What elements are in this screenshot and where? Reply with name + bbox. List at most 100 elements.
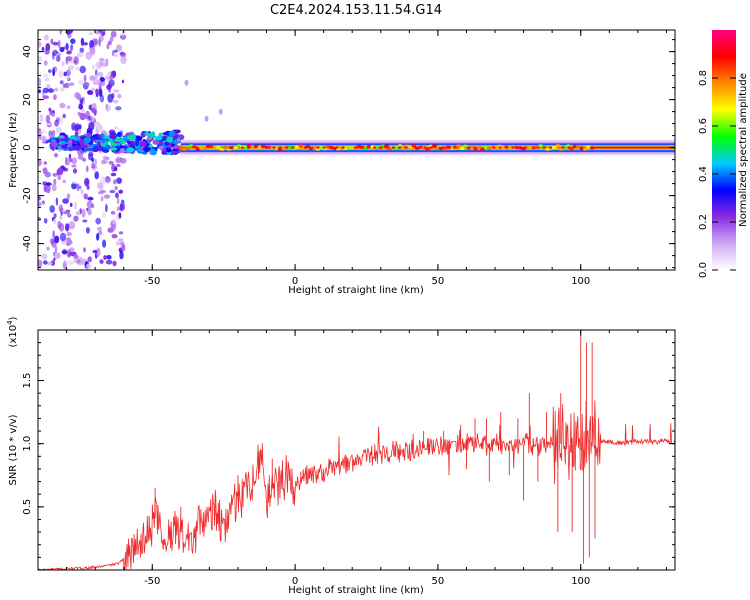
noise-blob [98,34,104,42]
carrier-blob [106,135,110,140]
carrier-blob [480,147,485,151]
carrier-blob [486,146,492,150]
noise-blob [67,213,72,218]
noise-blob [114,53,118,58]
noise-blob [105,104,111,112]
noise-blob [69,202,73,207]
noise-blob [59,215,63,220]
noise-blob [91,87,96,92]
spectrogram-x-axis-label: Height of straight line (km) [288,285,424,296]
noise-blob [61,250,68,254]
carrier-blob [425,147,430,151]
noise-blob [96,247,101,257]
carrier-blob [452,145,458,149]
carrier-blob [298,144,304,148]
noise-blob [79,65,86,74]
carrier-blob [456,144,461,148]
noise-blob [50,238,55,245]
noise-blob [78,103,81,110]
noise-blob [53,87,59,92]
x-tick-label: 50 [432,576,445,587]
noise-blob [50,38,54,45]
noise-blob [41,135,48,143]
x-tick-label: 100 [571,576,590,587]
noise-blob [115,106,122,111]
noise-blob [82,42,89,46]
noise-blob [69,158,73,163]
noise-blob [111,223,117,231]
carrier-blob [459,146,465,151]
carrier-peak [473,146,477,149]
noise-blob [86,165,89,172]
noise-blob [66,239,73,245]
noise-blob [100,196,104,202]
noise-blob [38,201,42,207]
carrier-peak [247,146,251,149]
noise-blob [95,69,98,77]
carrier-blob [243,146,249,150]
carrier-blob [202,146,208,150]
noise-blob [85,227,90,234]
noise-blob [53,257,56,261]
noise-blob [74,201,77,210]
carrier-blob [346,145,352,150]
carrier-blob [552,145,557,150]
carrier-blob [105,144,111,150]
noise-blob [108,76,114,80]
carrier-peak [548,146,553,149]
carrier-blob [90,137,97,140]
noise-blob [101,159,107,165]
noise-blob [116,177,122,184]
noise-blob [110,172,117,177]
carrier-blob [139,140,147,147]
carrier-blob [507,146,513,151]
noise-blob [70,38,76,44]
y-tick-label: 40 [22,45,33,58]
noise-blob [58,204,63,213]
x-tick-label: 0 [292,576,298,587]
carrier-peak [266,146,270,149]
noise-blob [38,130,43,137]
noise-blob [73,254,79,260]
carrier-blob [83,137,92,144]
noise-blob [64,82,70,89]
noise-blob [93,121,101,127]
carrier-blob [170,143,175,147]
spectrogram-ticks: -50 0 50 100 -40 -20 0 20 40 [22,30,675,287]
noise-blob [48,130,53,137]
carrier-blob [140,132,146,138]
carrier-blob [92,146,100,152]
noise-blob [66,30,73,34]
carrier-peak [567,146,571,149]
noise-blob [73,215,79,222]
noise-blob [68,82,75,86]
carrier-peak [448,146,452,149]
noise-blob [107,83,112,90]
noise-blob [59,80,64,85]
noise-blob [121,79,125,84]
carrier-blob [85,148,93,152]
noise-blob [75,66,81,71]
noise-blob [48,107,52,112]
carrier-peak [442,146,446,149]
noise-blob [44,77,50,82]
noise-blob [95,88,99,95]
carrier-blob [73,145,81,151]
noise-blob [62,113,66,119]
carrier-blob [134,147,140,150]
noise-blob [82,219,88,223]
noise-blob [66,231,72,237]
noise-blob [118,189,123,194]
noise-blob [204,115,209,122]
noise-blob [76,183,80,192]
noise-blob [98,185,104,190]
carrier-blob [394,146,400,150]
carrier-peak [498,146,502,149]
noise-blob [120,56,127,64]
snr-frame [37,329,676,571]
noise-blob [58,70,64,78]
noise-blob [71,164,77,168]
noise-blob [48,69,52,73]
carrier-core [592,146,675,149]
carrier-blob [68,139,72,145]
